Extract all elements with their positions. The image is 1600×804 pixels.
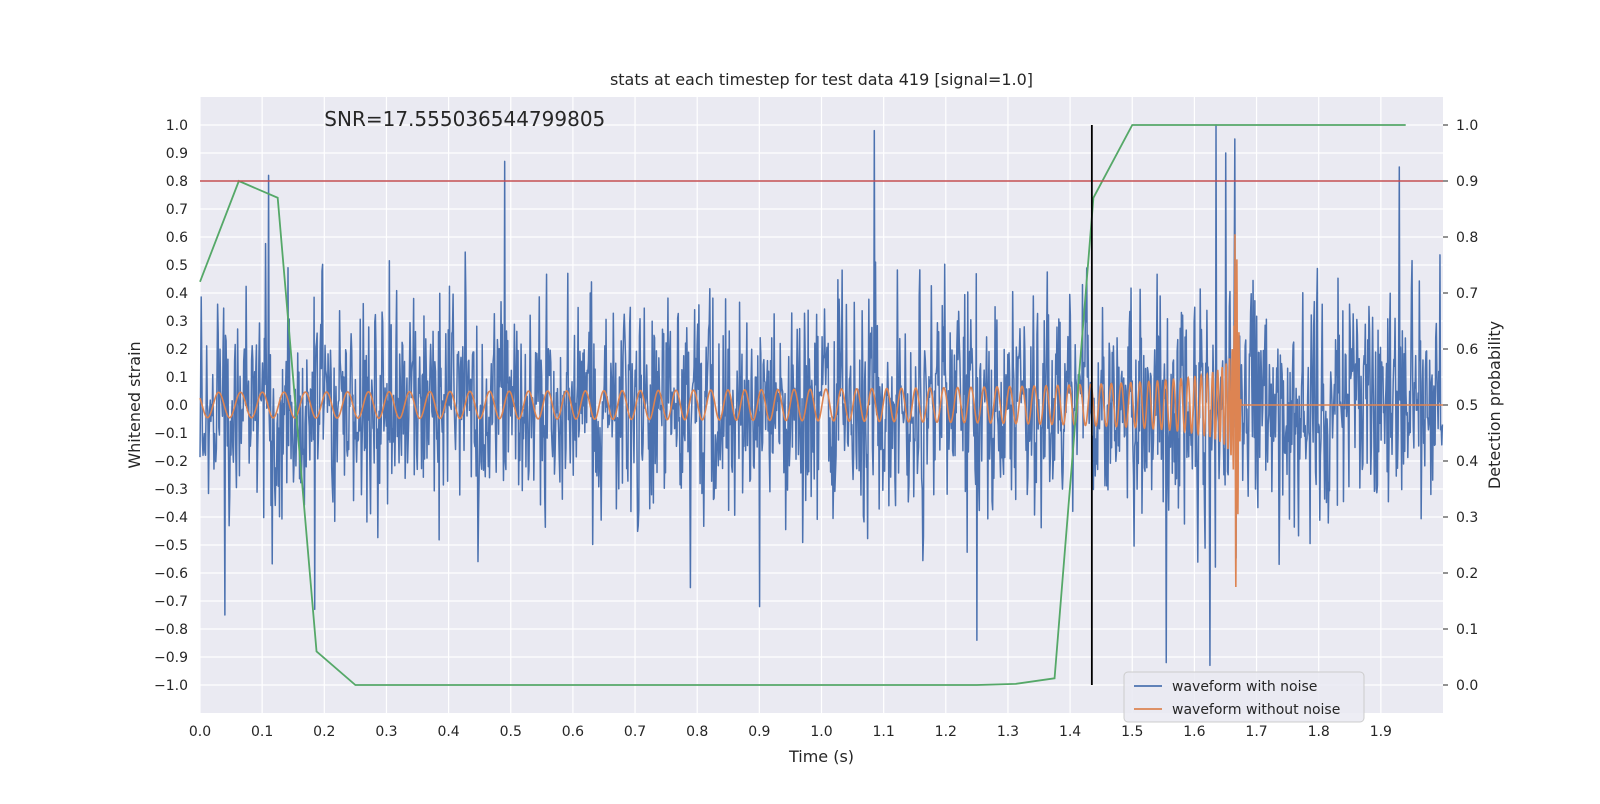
x-tick-label: 1.8: [1308, 724, 1330, 740]
y-tick-label: −0.3: [154, 482, 188, 498]
legend-box: [1123, 671, 1365, 723]
y-tick-label: −0.7: [154, 594, 188, 610]
y-tick-label: −0.4: [154, 510, 188, 526]
x-tick-label: 1.0: [810, 724, 832, 740]
y-tick-label: 0.8: [166, 174, 188, 190]
x-tick-label: 1.9: [1370, 724, 1392, 740]
x-tick-label: 1.4: [1059, 724, 1081, 740]
y-right-tick-label: 0.0: [1456, 678, 1478, 694]
y-tick-label: −0.1: [154, 426, 188, 442]
x-tick-label: 0.9: [748, 724, 770, 740]
chart-title: stats at each timestep for test data 419…: [610, 70, 1033, 89]
y-tick-label: 0.6: [166, 230, 188, 246]
series-detection-probability: [199, 124, 1406, 686]
y-axis-label: Whitened strain: [125, 341, 144, 468]
series-waveform-without-noise: [199, 234, 1443, 588]
x-tick-label: 1.1: [873, 724, 895, 740]
x-axis-label: Time (s): [788, 747, 854, 766]
y-right-tick-label: 0.9: [1456, 174, 1478, 190]
y-right-tick-label: 0.8: [1456, 230, 1478, 246]
y-tick-label: −1.0: [154, 678, 188, 694]
legend-label: waveform without noise: [1172, 702, 1340, 718]
y-tick-label: −0.8: [154, 622, 188, 638]
y-tick-label: −0.9: [154, 650, 188, 666]
x-tick-label: 0.8: [686, 724, 708, 740]
y-tick-label: 0.3: [166, 314, 188, 330]
x-tick-label: 0.5: [500, 724, 522, 740]
y-right-tick-label: 0.7: [1456, 286, 1478, 302]
y-tick-label: 0.4: [166, 286, 188, 302]
x-tick-label: 0.0: [189, 724, 211, 740]
x-tick-label: 0.4: [437, 724, 459, 740]
x-tick-label: 0.1: [251, 724, 273, 740]
y-right-tick-label: 0.6: [1456, 342, 1478, 358]
y-tick-label: −0.5: [154, 538, 188, 554]
y-tick-label: 0.9: [166, 146, 188, 162]
x-tick-label: 1.2: [935, 724, 957, 740]
y-tick-label: 0.0: [166, 398, 188, 414]
x-tick-label: 1.7: [1245, 724, 1267, 740]
snr-annotation: SNR=17.555036544799805: [324, 107, 605, 131]
x-tick-label: 1.3: [997, 724, 1019, 740]
legend-label: waveform with noise: [1172, 679, 1317, 695]
x-tick-label: 0.7: [624, 724, 646, 740]
y-tick-label: 0.5: [166, 258, 188, 274]
y-tick-label: 0.7: [166, 202, 188, 218]
series-layer: [199, 124, 1444, 686]
y-tick-label: −0.6: [154, 566, 188, 582]
y-right-tick-label: 0.3: [1456, 510, 1478, 526]
axes-layer: 0.0 0.1 0.2 0.3 0.4 0.5 0.6 0.7 0.8 0.9 1.0 1.1 1.2 1…: [154, 118, 1478, 740]
y-right-tick-label: 0.5: [1456, 398, 1478, 414]
x-tick-label: 1.5: [1121, 724, 1143, 740]
y-tick-label: −0.2: [154, 454, 188, 470]
x-tick-label: 1.6: [1183, 724, 1205, 740]
y-right-tick-label: 1.0: [1456, 118, 1478, 134]
legend: waveform with noise waveform without nois…: [1123, 671, 1365, 723]
y-tick-label: 0.2: [166, 342, 188, 358]
x-tick-label: 0.3: [375, 724, 397, 740]
y-right-tick-label: 0.2: [1456, 566, 1478, 582]
x-tick-label: 0.2: [313, 724, 335, 740]
y-tick-label: 0.1: [166, 370, 188, 386]
y-axis-label-right: Detection probability: [1485, 321, 1504, 489]
y-right-tick-label: 0.4: [1456, 454, 1478, 470]
x-tick-label: 0.6: [562, 724, 584, 740]
y-right-tick-label: 0.1: [1456, 622, 1478, 638]
y-tick-label: 1.0: [166, 118, 188, 134]
